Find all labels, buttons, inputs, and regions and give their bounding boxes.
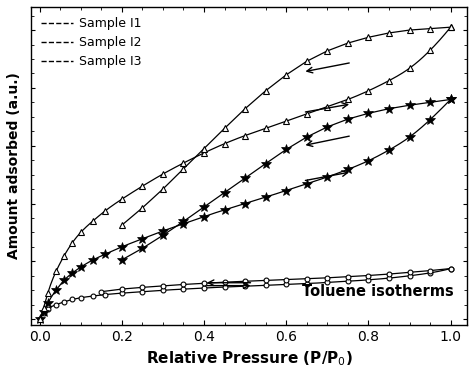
Sample I3 [282, 120, 287, 124]
Sample I1 [288, 282, 294, 286]
Line: Sample I2: Sample I2 [40, 99, 451, 319]
Sample I3 [38, 314, 44, 318]
Sample I2 [448, 97, 454, 102]
Sample I3 [280, 120, 286, 124]
Sample I2 [409, 133, 415, 137]
Sample I1 [282, 282, 287, 287]
X-axis label: Relative Pressure (P/P$_0$): Relative Pressure (P/P$_0$) [146, 350, 353, 368]
Sample I3 [37, 317, 43, 321]
Sample I1 [37, 317, 43, 321]
Sample I2 [280, 189, 286, 194]
Text: Toluene isotherms: Toluene isotherms [302, 285, 454, 300]
Sample I3 [409, 64, 415, 69]
Y-axis label: Amount adsorbed (a.u.): Amount adsorbed (a.u.) [7, 72, 21, 260]
Sample I1 [383, 276, 389, 280]
Line: Sample I1: Sample I1 [40, 268, 451, 319]
Legend: Sample I1, Sample I2, Sample I3: Sample I1, Sample I2, Sample I3 [37, 13, 145, 72]
Sample I3 [448, 25, 454, 29]
Sample I1 [409, 273, 415, 278]
Sample I1 [280, 282, 286, 287]
Sample I2 [38, 315, 44, 320]
Sample I3 [383, 80, 389, 84]
Sample I2 [282, 189, 287, 194]
Sample I2 [37, 317, 43, 321]
Line: Sample I3: Sample I3 [40, 27, 451, 319]
Sample I1 [38, 315, 44, 320]
Sample I1 [448, 266, 454, 271]
Sample I2 [383, 150, 389, 154]
Sample I3 [288, 117, 294, 122]
Sample I2 [288, 187, 294, 191]
